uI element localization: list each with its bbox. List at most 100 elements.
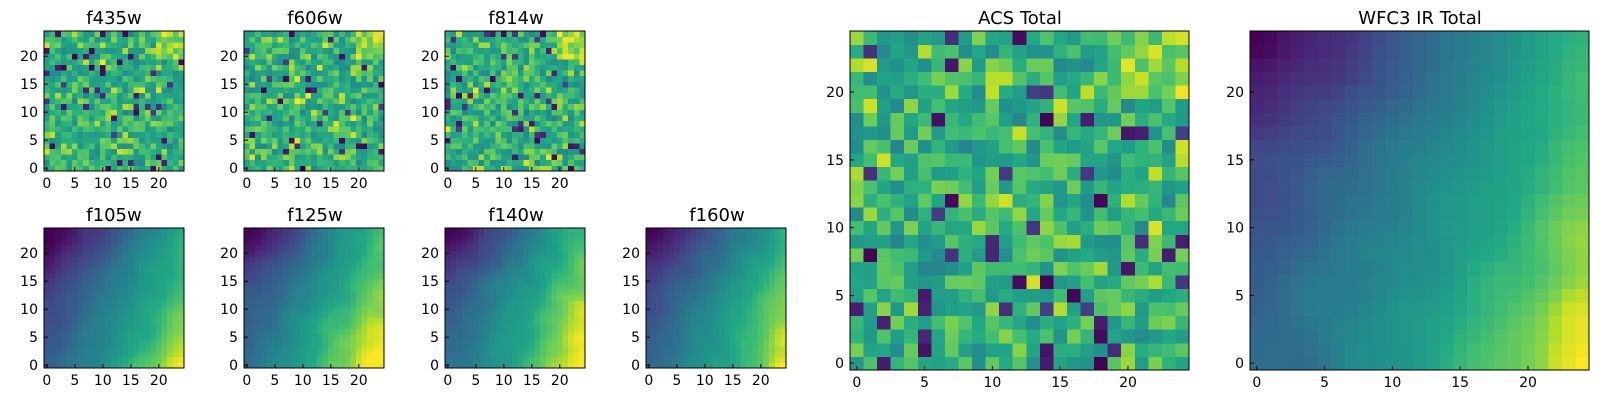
- heatmap-cell: [339, 300, 346, 307]
- heatmap-cell: [523, 284, 530, 290]
- heatmap-cell: [579, 272, 586, 279]
- heatmap-cell: [72, 137, 78, 144]
- heatmap-cell: [557, 300, 563, 307]
- heatmap-cell: [545, 228, 552, 234]
- heatmap-cell: [540, 36, 547, 43]
- heatmap-cell: [339, 289, 346, 296]
- heatmap-cell: [244, 261, 250, 268]
- heatmap-cell: [467, 137, 474, 144]
- heatmap-cell: [49, 228, 56, 234]
- heatmap-cell: [551, 64, 558, 71]
- heatmap-cell: [272, 233, 278, 240]
- heatmap-cell: [339, 340, 346, 346]
- heatmap-cell: [534, 70, 541, 77]
- heatmap-cell: [679, 250, 686, 257]
- heatmap-cell: [156, 323, 162, 330]
- heatmap-cell: [356, 356, 362, 363]
- heatmap-cell: [94, 70, 101, 77]
- heatmap-cell: [741, 345, 748, 352]
- heatmap-cells-f606w: [244, 31, 385, 172]
- heatmap-cell: [735, 284, 742, 290]
- heatmap-cell: [690, 351, 697, 358]
- heatmap-cell: [133, 31, 140, 37]
- heatmap-cell: [328, 47, 334, 54]
- heatmap-cell: [534, 340, 541, 346]
- heatmap-cell: [1161, 125, 1176, 140]
- heatmap-cell: [344, 92, 351, 99]
- heatmap-cell: [702, 295, 708, 302]
- heatmap-cell: [489, 239, 496, 246]
- heatmap-cell: [534, 284, 541, 290]
- heatmap-cell: [568, 64, 575, 71]
- heatmap-cell: [249, 109, 256, 116]
- heatmap-cell: [249, 148, 256, 155]
- heatmap-cell: [60, 70, 67, 77]
- heatmap-cell: [133, 356, 140, 363]
- heatmap-cell: [83, 53, 90, 60]
- heatmap-cell: [674, 328, 680, 335]
- heatmap-cell: [350, 233, 357, 240]
- heatmap-cell: [305, 317, 312, 324]
- heatmap-cell: [88, 272, 95, 279]
- heatmap-cell: [133, 340, 140, 346]
- heatmap-cell: [1148, 329, 1163, 344]
- heatmap-cell: [545, 47, 552, 54]
- heatmap-cell: [72, 120, 78, 127]
- heatmap-cell: [674, 244, 680, 251]
- heatmap-cell: [484, 233, 491, 240]
- heatmap-cell: [249, 340, 256, 346]
- heatmap-cell: [568, 31, 575, 37]
- heatmap-cell: [562, 159, 569, 166]
- heatmap-cell: [506, 250, 513, 257]
- heatmap-cell: [568, 345, 575, 352]
- heatmap-cell: [350, 334, 357, 341]
- heatmap-cell: [367, 334, 374, 341]
- heatmap-cell: [344, 47, 351, 54]
- heatmap-cell: [361, 244, 368, 251]
- heatmap-cell: [769, 239, 776, 246]
- heatmap-cell: [579, 239, 586, 246]
- heatmap-cell: [557, 323, 563, 330]
- heatmap-cell: [741, 239, 748, 246]
- heatmap-cell: [999, 166, 1014, 181]
- heatmap-cell: [529, 31, 535, 37]
- heatmap-cell: [763, 284, 770, 290]
- heatmap-cell: [735, 362, 742, 369]
- heatmap-cell: [557, 306, 563, 313]
- heatmap-cell: [456, 154, 463, 161]
- heatmap-cell: [679, 289, 686, 296]
- heatmap-cell: [557, 272, 563, 279]
- heatmap-cell: [172, 92, 179, 99]
- heatmap-cell: [863, 234, 878, 249]
- heatmap-cell: [49, 154, 56, 161]
- heatmap-cell: [774, 278, 781, 285]
- heatmap-cell: [372, 295, 379, 302]
- heatmap-cell: [172, 239, 179, 246]
- heatmap-cell: [172, 267, 179, 274]
- heatmap-cell: [1161, 166, 1176, 181]
- heatmap-cell: [356, 103, 362, 110]
- heatmap-cell: [266, 278, 273, 285]
- heatmap-cell: [780, 250, 787, 257]
- heatmap-cell: [172, 120, 179, 127]
- heatmap-cell: [305, 250, 312, 257]
- heatmap-cell: [551, 70, 558, 77]
- heatmap-cell: [467, 233, 474, 240]
- heatmap-cell: [473, 351, 479, 358]
- heatmap-cell: [133, 81, 140, 88]
- heatmap-cell: [88, 103, 95, 110]
- heatmap-cell: [450, 300, 457, 307]
- heatmap-cell: [540, 109, 547, 116]
- heatmap-cell: [150, 103, 157, 110]
- heatmap-cell: [850, 302, 864, 317]
- x-tick-label: 5: [270, 176, 279, 192]
- heatmap-cell: [467, 272, 474, 279]
- heatmap-cell: [674, 323, 680, 330]
- heatmap-cell: [260, 317, 267, 324]
- heatmap-cell: [305, 42, 312, 49]
- heatmap-cell: [512, 328, 519, 335]
- heatmap-cell: [288, 109, 295, 116]
- heatmap-cell: [931, 315, 946, 330]
- heatmap-cell: [746, 340, 753, 346]
- heatmap-cell: [958, 166, 973, 181]
